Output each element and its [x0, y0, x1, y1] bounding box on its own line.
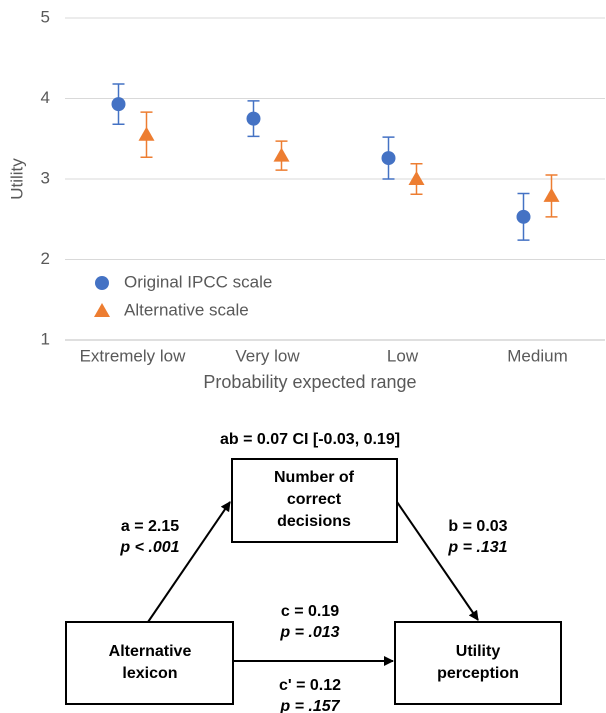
- y-axis-label: Utility: [7, 158, 26, 200]
- data-point: [543, 187, 560, 202]
- y-tick-label: 5: [41, 7, 50, 26]
- arrow: [147, 501, 231, 623]
- path-label: c = 0.19: [281, 603, 339, 620]
- x-axis-label: Probability expected range: [203, 372, 416, 392]
- legend-marker: [95, 276, 109, 290]
- data-point: [408, 171, 425, 185]
- node-box: [65, 621, 234, 705]
- legend-marker: [94, 303, 110, 317]
- path-label: p = .013: [279, 624, 339, 641]
- node-label: Utility: [456, 643, 501, 660]
- data-point: [273, 147, 290, 162]
- path-label: p = .131: [447, 539, 507, 556]
- node-label: decisions: [277, 513, 351, 530]
- x-tick-label: Medium: [507, 346, 567, 365]
- path-label: b = 0.03: [448, 518, 507, 535]
- data-point: [138, 126, 155, 141]
- path-label: c' = 0.12: [279, 677, 341, 694]
- node-box: [394, 621, 562, 705]
- legend-label: Alternative scale: [124, 300, 249, 319]
- y-tick-label: 4: [41, 88, 50, 107]
- y-tick-label: 2: [41, 249, 50, 268]
- diagram-title: ab = 0.07 CI [-0.03, 0.19]: [220, 431, 400, 448]
- y-tick-label: 3: [41, 168, 50, 187]
- x-tick-label: Very low: [235, 346, 300, 365]
- node-label: perception: [437, 665, 519, 682]
- diagram: ab = 0.07 CI [-0.03, 0.19] Number of corre…: [65, 431, 562, 713]
- legend-label: Original IPCC scale: [124, 272, 272, 291]
- path-label: a = 2.15: [121, 518, 179, 535]
- data-point: [111, 97, 126, 112]
- arrow: [396, 501, 479, 621]
- node-label: Number of: [274, 469, 355, 486]
- y-tick-label: 1: [41, 329, 50, 348]
- node-label: Alternative: [109, 643, 192, 660]
- data-point: [381, 151, 396, 166]
- x-tick-label: Low: [387, 346, 419, 365]
- path-label: p = .157: [279, 698, 340, 713]
- data-point: [516, 209, 531, 224]
- data-point: [246, 111, 261, 126]
- x-tick-label: Extremely low: [80, 346, 187, 365]
- node-box: [231, 458, 398, 543]
- node-label: lexicon: [122, 665, 177, 682]
- path-label: p < .001: [119, 539, 179, 556]
- node-label: correct: [287, 491, 342, 508]
